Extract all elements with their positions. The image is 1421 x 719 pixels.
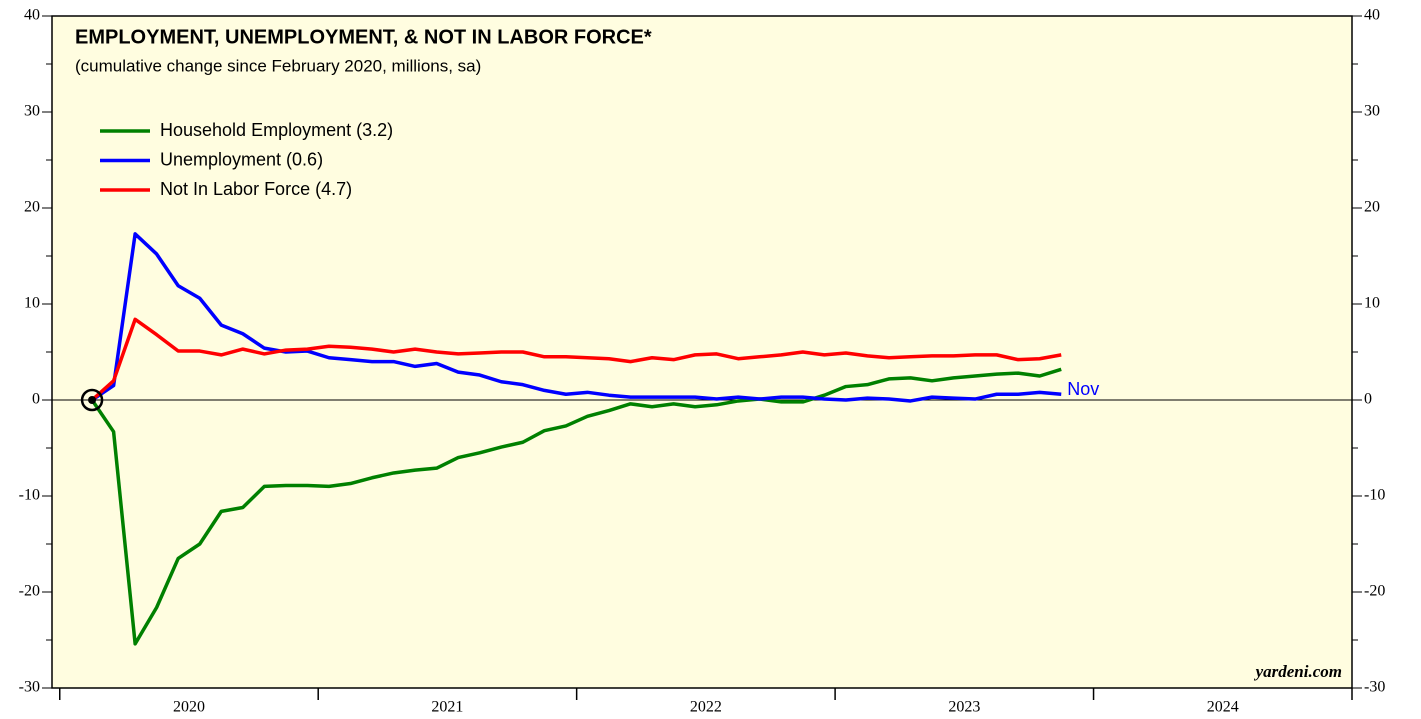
x-tick-label: 2022 <box>690 699 722 716</box>
annotation: Nov <box>1067 379 1099 399</box>
y2-tick-label: 40 <box>1364 7 1380 24</box>
plot-area <box>51 15 1353 689</box>
chart-subtitle: (cumulative change since February 2020, … <box>75 56 481 75</box>
chart-title: EMPLOYMENT, UNEMPLOYMENT, & NOT IN LABOR… <box>75 26 652 48</box>
origin-dot <box>88 396 97 404</box>
y2-tick-label: 30 <box>1364 103 1380 120</box>
y-tick-label: -20 <box>19 583 40 600</box>
y-tick-label: 10 <box>24 295 40 312</box>
y2-tick-label: 0 <box>1364 391 1372 408</box>
y-tick-label: 30 <box>24 103 40 120</box>
y2-tick-label: -30 <box>1364 679 1385 696</box>
y2-tick-label: -20 <box>1364 583 1385 600</box>
legend-label: Unemployment (0.6) <box>160 149 323 169</box>
source: yardeni.com <box>1254 662 1342 681</box>
y-tick-label: -10 <box>19 487 40 504</box>
origin-marker <box>80 388 104 412</box>
y-tick-label: 40 <box>24 7 40 24</box>
series-line <box>90 367 1062 646</box>
y2-tick-label: 20 <box>1364 199 1380 216</box>
x-tick-label: 2024 <box>1207 699 1239 716</box>
y2-tick-label: -10 <box>1364 487 1385 504</box>
legend-label: Household Employment (3.2) <box>160 120 393 140</box>
x-tick-label: 2023 <box>948 699 980 716</box>
legend-label: Not In Labor Force (4.7) <box>160 179 352 199</box>
x-tick-label: 2020 <box>173 699 205 716</box>
series-line <box>90 317 1062 402</box>
y-tick-label: 20 <box>24 199 40 216</box>
y2-tick-label: 10 <box>1364 295 1380 312</box>
x-tick-label: 2021 <box>431 699 463 716</box>
y-tick-label: -30 <box>19 679 40 696</box>
series-line <box>91 232 1062 403</box>
y-tick-label: 0 <box>32 391 40 408</box>
